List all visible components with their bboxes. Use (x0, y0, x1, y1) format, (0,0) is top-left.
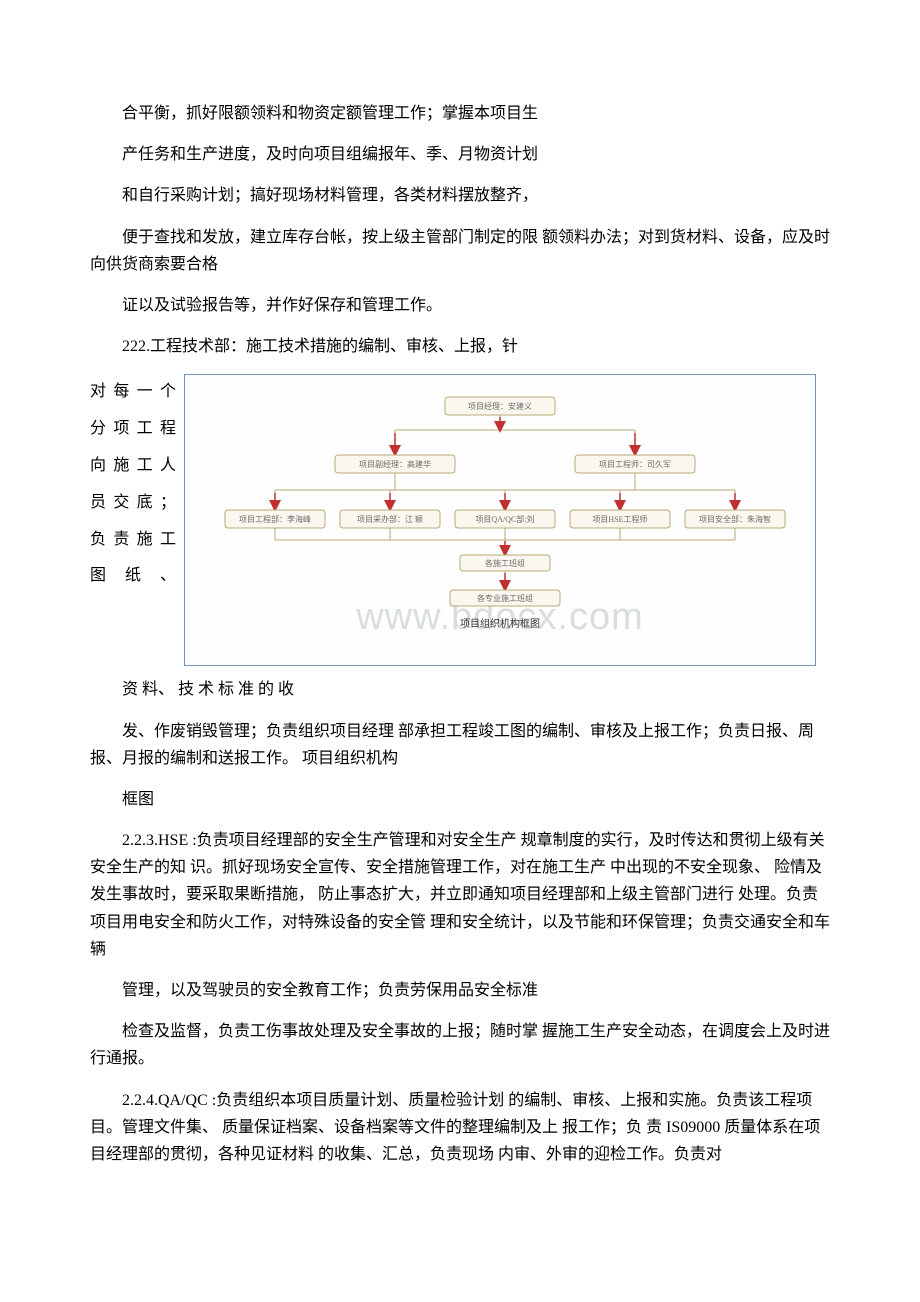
diagram-wrap-block: 对每一个分项工程向施工人员交底；负责施工图纸、 www.bdocx.com (90, 374, 830, 666)
paragraph: 便于查找和发放，建立库存台帐，按上级主管部门制定的限 额领料办法；对到货材料、设… (90, 224, 830, 278)
org-node-label: 各施工班组 (485, 558, 525, 568)
org-node-label: 各专业施工班组 (477, 593, 533, 603)
paragraph: 222.工程技术部：施工技术措施的编制、审核、上报，针 (90, 333, 830, 360)
paragraph: 证以及试验报告等，并作好保存和管理工作。 (90, 292, 830, 319)
org-node-label: 项目工程师：司久军 (599, 459, 671, 469)
paragraph: 管理，以及驾驶员的安全教育工作；负责劳保用品安全标准 (90, 977, 830, 1004)
document-page: 合平衡，抓好限额领料和物资定额管理工作；掌握本项目生 产任务和生产进度，及时向项… (0, 0, 920, 1242)
paragraph: 产任务和生产进度，及时向项目组编报年、季、月物资计划 (90, 141, 830, 168)
org-node-label: 项目副经理：高建华 (359, 459, 431, 469)
chart-caption: 项目组织机构框图 (460, 617, 540, 630)
org-node-label: 项目安全部：朱海智 (699, 514, 771, 524)
wrapped-text: 对每一个分项工程向施工人员交底；负责施工图纸、 (90, 374, 180, 595)
paragraph: 2.2.3.HSE :负责项目经理部的安全生产管理和对安全生产 规章制度的实行，… (90, 827, 830, 963)
paragraph: 框图 (90, 786, 830, 813)
org-chart-svg: 项目经理：安建义项目副经理：高建华 项目工程师：司久军项目工程部：李海峰 项目采办部… (185, 375, 815, 665)
org-chart-diagram: www.bdocx.com (184, 374, 816, 666)
paragraph: 检查及监督，负责工伤事故处理及安全事故的上报；随时掌 握施工生产安全动态，在调度… (90, 1018, 830, 1072)
org-node-label: 项目采办部：江 颖 (357, 514, 423, 524)
paragraph: 发、作废销毁管理；负责组织项目经理 部承担工程竣工图的编制、审核及上报工作；负责… (90, 718, 830, 772)
org-node-label: 项目HSE工程师 (592, 514, 647, 524)
paragraph: 和自行采购计划；搞好现场材料管理，各类材料摆放整齐， (90, 182, 830, 209)
paragraph: 资 料、 技 术 标 准 的 收 (90, 676, 830, 703)
org-node-label: 项目QA/QC部:刘 (475, 514, 534, 524)
org-node-label: 项目经理：安建义 (468, 401, 532, 411)
paragraph: 合平衡，抓好限额领料和物资定额管理工作；掌握本项目生 (90, 100, 830, 127)
org-node-label: 项目工程部：李海峰 (239, 514, 311, 524)
paragraph: 2.2.4.QA/QC :负责组织本项目质量计划、质量检验计划 的编制、审核、上… (90, 1087, 830, 1169)
